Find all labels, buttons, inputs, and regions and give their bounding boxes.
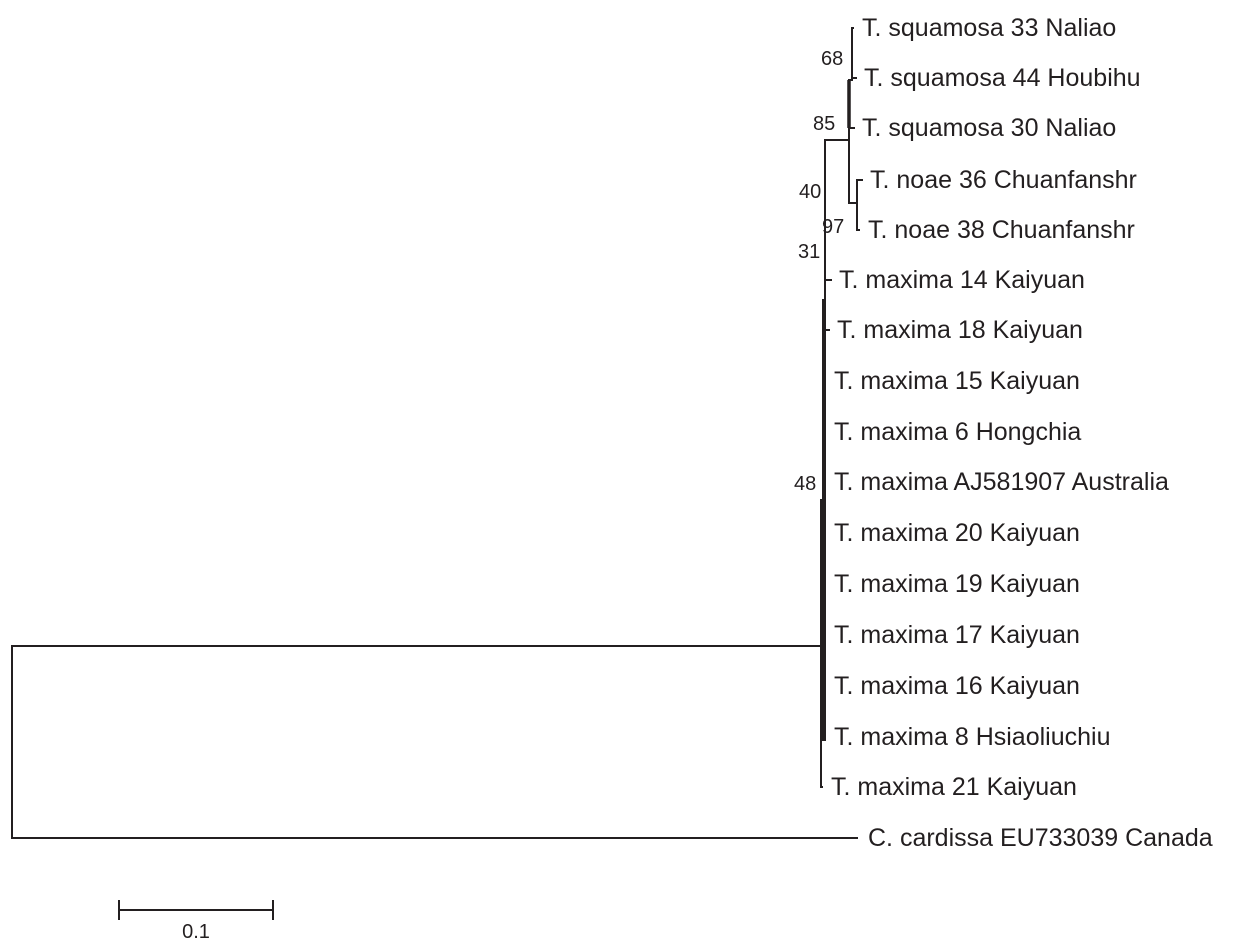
leaf-label: T. noae 38 Chuanfanshr [868, 216, 1135, 244]
support-value-85: 85 [813, 113, 835, 135]
leaf-label: T. squamosa 33 Naliao [862, 14, 1116, 42]
leaf-label: T. maxima 14 Kaiyuan [839, 266, 1085, 294]
support-value-40: 40 [799, 181, 821, 203]
leaf-label: T. maxima 6 Hongchia [834, 418, 1081, 446]
leaf-label: T. maxima AJ581907 Australia [834, 468, 1169, 496]
root-branches [11, 645, 858, 839]
support-value-48: 48 [794, 473, 816, 495]
leaf-label: T. squamosa 30 Naliao [862, 114, 1116, 142]
leaf-label: T. maxima 15 Kaiyuan [834, 367, 1080, 395]
leaf-label: T. maxima 21 Kaiyuan [831, 773, 1077, 801]
scale-bar-label: 0.1 [182, 921, 210, 940]
scale-bar: 0.1 [118, 900, 274, 940]
leaf-label: T. maxima 19 Kaiyuan [834, 570, 1080, 598]
support-value-31: 31 [798, 241, 820, 263]
support-value-97: 97 [822, 216, 844, 238]
leaf-label: T. squamosa 44 Houbihu [864, 64, 1141, 92]
support-value-68: 68 [821, 48, 843, 70]
leaf-label: T. maxima 16 Kaiyuan [834, 672, 1080, 700]
ingroup-backbone [820, 279, 826, 788]
leaf-label: T. maxima 18 Kaiyuan [837, 316, 1083, 344]
leaf-labels: T. squamosa 33 Naliao T. squamosa 44 Hou… [831, 14, 1213, 852]
leaf-label: T. noae 36 Chuanfanshr [870, 166, 1137, 194]
leaf-label: T. maxima 20 Kaiyuan [834, 519, 1080, 547]
leaf-label: C. cardissa EU733039 Canada [868, 824, 1213, 852]
leaf-label: T. maxima 8 Hsiaoliuchiu [834, 723, 1111, 751]
leaf-label: T. maxima 17 Kaiyuan [834, 621, 1080, 649]
node-40-branches [824, 27, 863, 281]
support-values: 68 85 40 97 31 48 [794, 48, 844, 495]
